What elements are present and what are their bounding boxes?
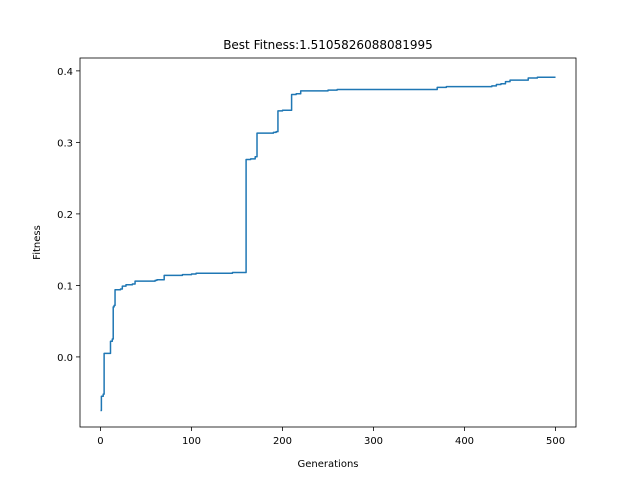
x-tick-label: 200: [273, 436, 292, 447]
y-axis-label: Fitness: [32, 225, 43, 260]
plot-area: [100, 76, 556, 412]
y-axis-ticks: 0.0 0.1 0.2 0.3 0.4: [57, 67, 80, 364]
axes-frame: [79, 57, 577, 428]
y-tick-label: 0.1: [57, 281, 73, 292]
y-tick-label: 0.3: [57, 138, 73, 149]
fitness-series-line: [100, 76, 556, 412]
y-tick-label: 0.4: [57, 67, 73, 78]
x-tick-label: 0: [97, 436, 103, 447]
x-tick-label: 100: [182, 436, 201, 447]
chart-title: Best Fitness:1.5105826088081995: [223, 38, 433, 52]
x-axis-ticks: 0 100 200 300 400 500: [97, 427, 565, 447]
x-axis-label: Generations: [298, 459, 359, 470]
x-tick-label: 400: [455, 436, 474, 447]
y-tick-label: 0.0: [57, 353, 73, 364]
x-tick-label: 300: [364, 436, 383, 447]
x-tick-label: 500: [546, 436, 565, 447]
y-tick-label: 0.2: [57, 210, 73, 221]
